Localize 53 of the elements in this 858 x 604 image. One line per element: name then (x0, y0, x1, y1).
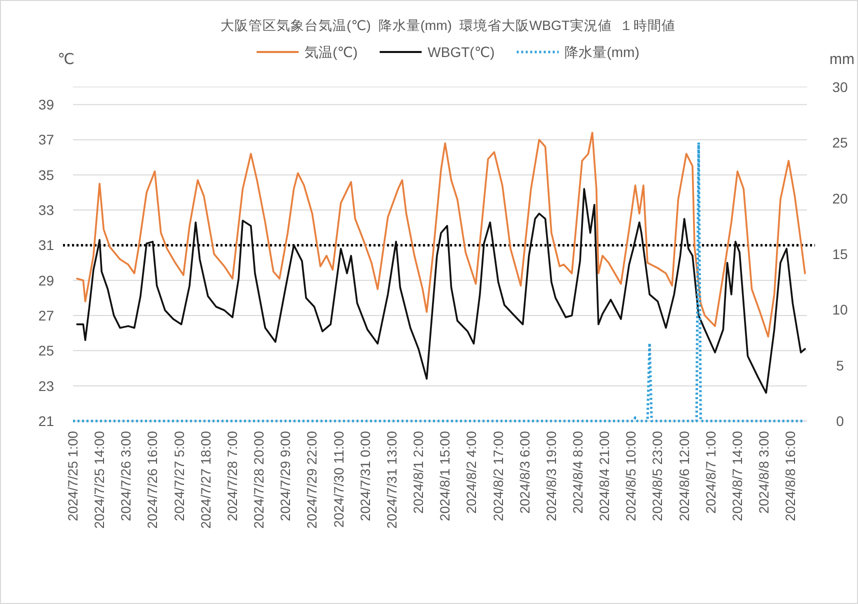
x-tick-label: 2024/7/25 1:00 (66, 431, 80, 522)
x-tick-label: 2024/8/4 21:00 (597, 431, 612, 522)
y2-axis-title: mm (830, 51, 854, 68)
x-tick-label: 2024/8/5 10:00 (624, 431, 639, 522)
line-series (76, 188, 806, 394)
x-tick-label: 2024/7/26 16:00 (145, 431, 160, 529)
y-axis-title: ℃ (58, 51, 74, 68)
y-tick-label: 39 (38, 96, 54, 113)
x-tick-label: 2024/8/6 12:00 (676, 431, 692, 522)
x-tick-label: 2024/8/3 19:00 (544, 431, 559, 522)
y2-tick-label: 5 (836, 357, 844, 374)
y2-tick-label: 30 (832, 79, 848, 95)
y-tick-label: 33 (38, 202, 54, 218)
y2-tick-label: 10 (832, 302, 848, 318)
x-tick-label: 2024/8/2 17:00 (490, 431, 506, 522)
x-tick-label: 2024/8/8 3:00 (756, 431, 772, 514)
y-tick-label: 31 (38, 237, 54, 254)
y-tick-label: 21 (38, 413, 54, 429)
x-tick-label: 2024/7/28 7:00 (224, 431, 240, 522)
legend-label: 降水量(mm) (564, 44, 640, 60)
line-series (76, 132, 806, 338)
x-tick-label: 2024/7/31 13:00 (384, 431, 400, 529)
x-tick-label: 2024/7/29 9:00 (278, 431, 294, 522)
y2-tick-label: 15 (832, 246, 848, 262)
x-tick-label: 2024/8/7 1:00 (703, 431, 718, 514)
legend-label: WBGT(℃) (428, 44, 495, 60)
chart-title: 大阪管区気象台気温(℃) 降水量(mm) 環境省大阪WBGT実況値 １時間値 (220, 18, 676, 33)
y2-tick-label: 25 (832, 134, 848, 151)
x-tick-label: 2024/8/1 2:00 (411, 431, 426, 514)
x-tick-label: 2024/7/30 11:00 (331, 431, 346, 528)
y2-tick-label: 20 (832, 190, 848, 206)
y-tick-label: 25 (38, 342, 54, 359)
x-tick-label: 2024/7/25 14:00 (92, 431, 108, 529)
x-tick-label: 2024/8/3 6:00 (517, 431, 532, 514)
x-tick-label: 2024/8/4 8:00 (570, 431, 586, 514)
y-tick-label: 27 (38, 308, 54, 324)
x-tick-label: 2024/7/29 22:00 (304, 431, 320, 529)
y-tick-label: 23 (38, 378, 54, 394)
x-tick-label: 2024/8/5 23:00 (650, 431, 666, 522)
y-tick-label: 37 (38, 132, 54, 148)
x-tick-label: 2024/8/7 14:00 (730, 431, 745, 522)
x-tick-label: 2024/7/27 18:00 (198, 431, 214, 529)
x-tick-label: 2024/7/28 20:00 (252, 431, 267, 529)
legend-label: 気温(℃) (304, 44, 358, 60)
x-tick-label: 2024/8/2 4:00 (464, 431, 480, 514)
y-tick-label: 29 (38, 272, 54, 288)
x-tick-label: 2024/8/8 16:00 (783, 431, 798, 522)
y2-tick-label: 0 (836, 413, 844, 429)
x-tick-label: 2024/8/1 15:00 (438, 431, 453, 522)
x-tick-label: 2024/7/31 0:00 (358, 431, 373, 522)
x-tick-label: 2024/7/27 5:00 (172, 431, 187, 522)
x-tick-label: 2024/7/26 3:00 (118, 431, 134, 522)
y-tick-label: 35 (38, 166, 54, 183)
